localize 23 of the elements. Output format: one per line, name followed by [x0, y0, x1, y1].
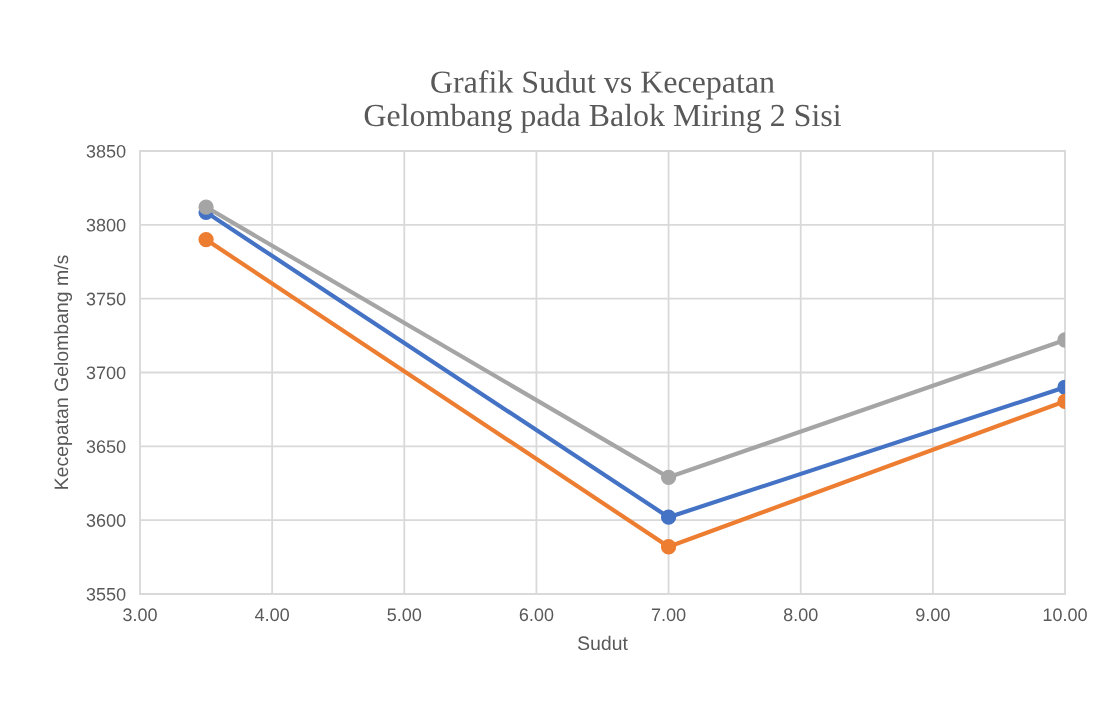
x-axis-title: Sudut	[577, 635, 628, 651]
y-tick-label: 3750	[86, 292, 126, 306]
point	[660, 509, 677, 525]
point	[660, 469, 677, 485]
x-tick-label: 7.00	[651, 608, 686, 622]
x-tick-label: 5.00	[387, 608, 422, 622]
y-tick-label: 3800	[86, 218, 126, 232]
y-axis-title: Kecepatan Gelombang m/s	[53, 255, 73, 489]
x-tick-label: 3.00	[123, 608, 157, 622]
chart-title: Grafik Sudut vs Kecepatan Gelombang pada Balok Miring 2 Sisi	[364, 70, 841, 133]
x-tick-label: 10.00	[1043, 608, 1087, 622]
point	[198, 199, 214, 215]
y-tick-label: 3650	[86, 440, 126, 454]
y-tick-label: 3550	[86, 587, 126, 601]
x-tick-label: 9.00	[916, 608, 950, 622]
point	[198, 231, 214, 248]
y-tick-label: 3700	[86, 366, 126, 380]
x-tick-label: 8.00	[783, 608, 818, 622]
x-tick-label: 6.00	[519, 608, 554, 622]
x-tick-label: 4.00	[254, 608, 290, 622]
y-tick-label: 3600	[86, 514, 126, 527]
point	[660, 539, 677, 555]
y-tick-label: 3850	[86, 144, 126, 158]
